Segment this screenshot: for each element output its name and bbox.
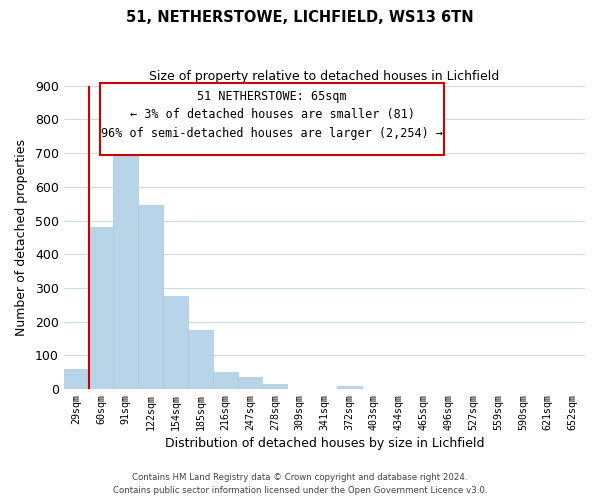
Bar (64, 369, 89, 389)
Text: 96% of semi-detached houses are larger (2,254) →: 96% of semi-detached houses are larger (… (101, 126, 443, 140)
Bar (188, 330, 213, 389)
Bar (138, 206, 163, 389)
Bar (213, 372, 238, 389)
Text: Contains HM Land Registry data © Crown copyright and database right 2024.
Contai: Contains HM Land Registry data © Crown c… (113, 474, 487, 495)
Text: 51, NETHERSTOWE, LICHFIELD, WS13 6TN: 51, NETHERSTOWE, LICHFIELD, WS13 6TN (126, 10, 474, 25)
Y-axis label: Number of detached properties: Number of detached properties (15, 139, 28, 336)
Bar (337, 386, 362, 389)
X-axis label: Distribution of detached houses by size in Lichfield: Distribution of detached houses by size … (164, 437, 484, 450)
Text: ← 3% of detached houses are smaller (81): ← 3% of detached houses are smaller (81) (130, 108, 415, 122)
Bar (262, 384, 287, 389)
Bar (238, 378, 262, 389)
Bar (113, 146, 138, 389)
Bar (163, 296, 188, 389)
FancyBboxPatch shape (100, 82, 444, 156)
Title: Size of property relative to detached houses in Lichfield: Size of property relative to detached ho… (149, 70, 500, 83)
Bar (89, 228, 113, 389)
Text: 51 NETHERSTOWE: 65sqm: 51 NETHERSTOWE: 65sqm (197, 90, 347, 103)
